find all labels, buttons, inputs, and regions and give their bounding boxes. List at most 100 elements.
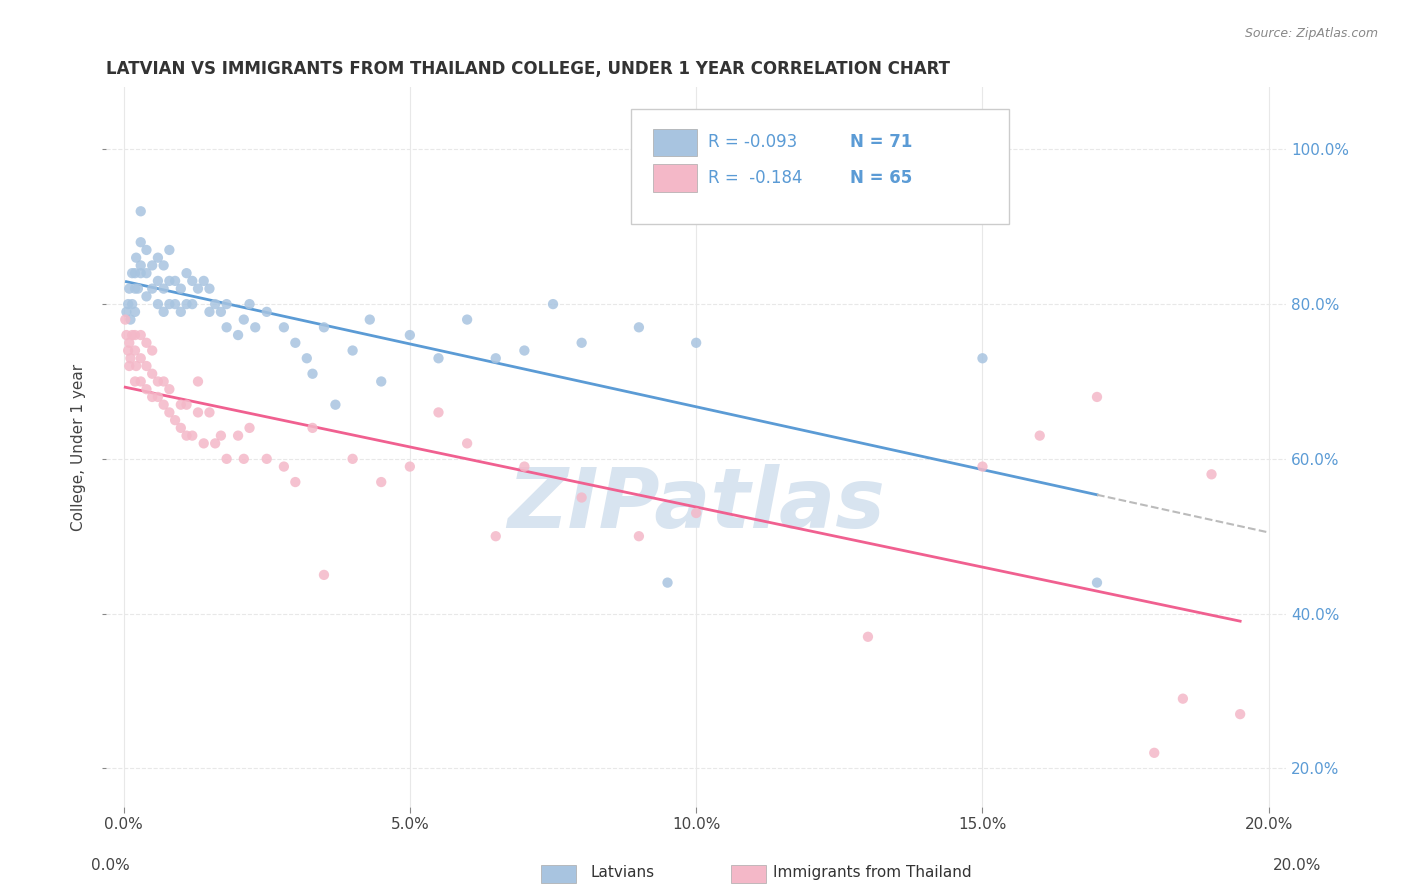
Point [129, 351, 152, 366]
Point [238, 421, 260, 435]
Point [135, 382, 157, 396]
Point [135, 359, 157, 373]
Text: ZIPatlas: ZIPatlas [508, 465, 886, 545]
Text: LATVIAN VS IMMIGRANTS FROM THAILAND COLLEGE, UNDER 1 YEAR CORRELATION CHART: LATVIAN VS IMMIGRANTS FROM THAILAND COLL… [107, 60, 950, 78]
Point [157, 274, 180, 288]
Point [181, 297, 204, 311]
Point [284, 475, 307, 489]
Point [1085, 390, 1108, 404]
Text: Source: ZipAtlas.com: Source: ZipAtlas.com [1244, 27, 1378, 40]
Point [301, 367, 323, 381]
FancyBboxPatch shape [652, 128, 697, 156]
Point [157, 382, 180, 396]
Point [129, 259, 152, 273]
Point [627, 320, 650, 334]
Point [124, 305, 146, 319]
Point [485, 351, 508, 366]
Y-axis label: College, Under 1 year: College, Under 1 year [72, 364, 86, 531]
Point [141, 282, 163, 296]
Point [187, 282, 209, 296]
Point [146, 251, 169, 265]
Point [325, 398, 347, 412]
Point [370, 475, 392, 489]
Point [135, 266, 157, 280]
Point [685, 335, 707, 350]
Point [541, 297, 564, 311]
Point [176, 398, 198, 412]
Point [245, 320, 267, 334]
Point [295, 351, 318, 366]
Point [127, 282, 149, 296]
Point [187, 405, 209, 419]
Point [176, 266, 198, 280]
Point [170, 398, 193, 412]
Point [256, 305, 278, 319]
Point [284, 335, 307, 350]
Text: N = 71: N = 71 [849, 133, 912, 151]
Point [121, 266, 143, 280]
Point [152, 282, 174, 296]
Point [118, 335, 141, 350]
Point [972, 459, 994, 474]
Point [571, 335, 593, 350]
Point [146, 375, 169, 389]
Point [176, 428, 198, 442]
Point [170, 305, 193, 319]
Point [157, 243, 180, 257]
Point [399, 328, 422, 343]
Point [1085, 575, 1108, 590]
Point [193, 274, 215, 288]
Point [157, 297, 180, 311]
Point [120, 312, 142, 326]
Point [685, 506, 707, 520]
Point [124, 375, 146, 389]
Point [181, 274, 204, 288]
Point [146, 274, 169, 288]
Point [1143, 746, 1166, 760]
Point [571, 491, 593, 505]
Point [627, 529, 650, 543]
Point [165, 297, 187, 311]
Point [359, 312, 381, 326]
Point [124, 343, 146, 358]
Point [120, 351, 142, 366]
Text: R =  -0.184: R = -0.184 [709, 169, 803, 187]
Point [456, 436, 478, 450]
Point [125, 251, 148, 265]
Point [181, 428, 204, 442]
Point [399, 459, 422, 474]
Point [129, 375, 152, 389]
Point [117, 343, 139, 358]
Point [256, 451, 278, 466]
Point [215, 297, 238, 311]
Point [187, 375, 209, 389]
Point [141, 343, 163, 358]
Point [485, 529, 508, 543]
Point [170, 421, 193, 435]
Text: Latvians: Latvians [591, 865, 655, 880]
Point [198, 282, 221, 296]
Point [157, 405, 180, 419]
Point [198, 405, 221, 419]
Point [152, 259, 174, 273]
Point [657, 575, 679, 590]
Point [129, 235, 152, 250]
Point [513, 459, 536, 474]
FancyBboxPatch shape [631, 109, 1008, 224]
Point [141, 259, 163, 273]
Point [856, 630, 879, 644]
Text: N = 65: N = 65 [849, 169, 911, 187]
Point [152, 305, 174, 319]
Point [215, 451, 238, 466]
Point [165, 274, 187, 288]
Point [170, 282, 193, 296]
FancyBboxPatch shape [652, 164, 697, 192]
Point [152, 375, 174, 389]
Point [146, 390, 169, 404]
Point [129, 328, 152, 343]
Point [226, 428, 249, 442]
Point [121, 328, 143, 343]
Point [121, 297, 143, 311]
Point [342, 451, 364, 466]
Point [135, 335, 157, 350]
